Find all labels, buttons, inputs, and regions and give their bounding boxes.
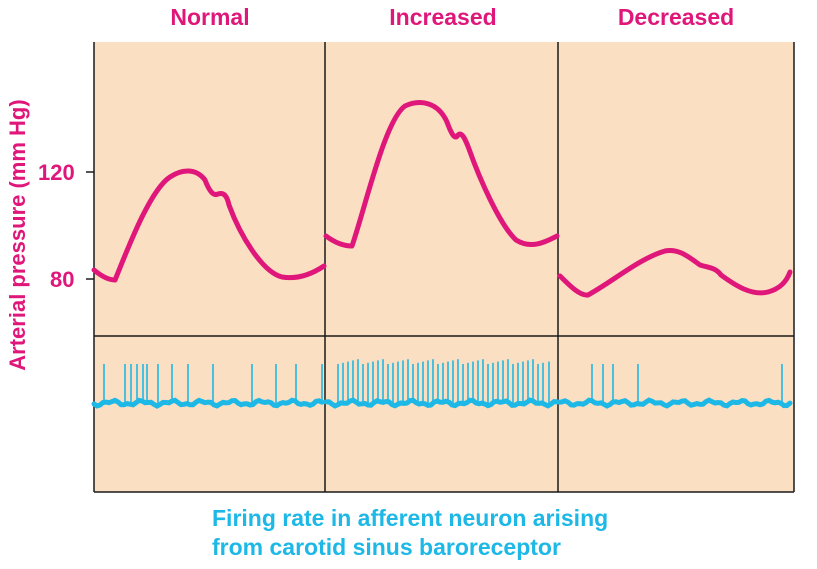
y-tick-120: 120	[38, 160, 75, 185]
panel-title-increased: Increased	[389, 4, 497, 30]
firing-trace-increased	[323, 359, 560, 409]
pressure-trace-increased	[323, 100, 560, 249]
plot-background	[94, 42, 794, 492]
pressure-trace-decreased	[557, 247, 793, 298]
firing-baseline	[91, 397, 325, 409]
firing-baseline	[323, 397, 560, 409]
y-axis-title: Arterial pressure (mm Hg)	[5, 99, 30, 371]
firing-trace-decreased	[556, 364, 793, 409]
firing-trace-normal	[91, 364, 325, 409]
caption-line-1: Firing rate in afferent neuron arising	[212, 505, 609, 531]
pressure-trace-normal	[91, 168, 327, 283]
y-tick-80: 80	[50, 267, 75, 292]
panel-title-decreased: Decreased	[617, 4, 735, 30]
panel-title-normal: Normal	[170, 4, 250, 30]
firing-baseline	[556, 397, 793, 409]
caption-line-2: from carotid sinus baroreceptor	[212, 534, 561, 560]
